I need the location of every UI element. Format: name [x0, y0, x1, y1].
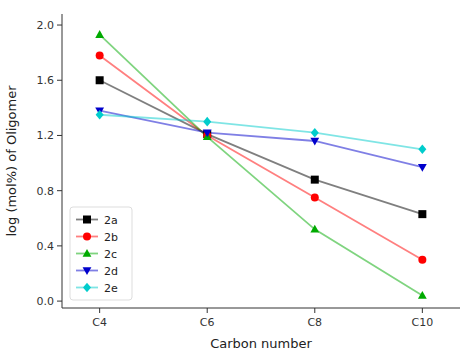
data-point: [203, 117, 211, 127]
data-point: [310, 138, 319, 146]
data-point: [203, 130, 212, 138]
series-line: [100, 35, 423, 296]
legend-label: 2e: [104, 282, 118, 295]
data-point: [311, 176, 319, 184]
x-axis: [62, 308, 460, 309]
y-axis-label: log (mol%) of Oligomer: [4, 85, 19, 237]
y-axis: [62, 14, 63, 308]
legend-label: 2d: [104, 265, 118, 278]
y-tick: [57, 245, 62, 246]
data-point: [96, 51, 104, 59]
data-point: [96, 76, 104, 84]
data-point: [311, 194, 319, 202]
y-tick: [57, 135, 62, 136]
data-point: [311, 128, 319, 138]
y-tick-label: 1.2: [37, 129, 55, 142]
series-line: [100, 111, 423, 168]
legend-label: 2b: [104, 231, 118, 244]
y-tick-label: 2.0: [37, 19, 55, 32]
series-line: [100, 80, 423, 214]
data-point: [310, 225, 319, 233]
y-tick-label: 0.8: [37, 185, 55, 198]
x-tick-label: C6: [200, 316, 215, 329]
data-point: [96, 110, 104, 120]
data-point: [418, 291, 427, 299]
plot-area: [95, 30, 427, 299]
series-line: [100, 55, 423, 259]
x-tick: [99, 308, 100, 313]
x-tick: [422, 308, 423, 313]
legend-marker: [83, 249, 92, 257]
data-point: [418, 144, 426, 154]
legend: 2a 2b 2c 2d 2e: [70, 207, 132, 300]
y-tick-label: 0.4: [37, 240, 55, 253]
y-tick: [57, 25, 62, 26]
x-axis-label: Carbon number: [210, 336, 312, 351]
y-tick-label: 1.6: [37, 74, 55, 87]
x-tick-label: C4: [92, 316, 107, 329]
legend-marker: [83, 283, 91, 293]
x-tick: [207, 308, 208, 313]
legend-marker: [83, 233, 91, 241]
y-tick: [57, 80, 62, 81]
data-point: [418, 164, 427, 172]
legend-label: 2a: [104, 214, 118, 227]
data-point: [418, 210, 426, 218]
x-tick-label: C10: [412, 316, 434, 329]
series-line: [100, 115, 423, 150]
legend-marker: [83, 267, 92, 275]
legend-marker: [83, 216, 91, 224]
chart: 0.0 0.4 0.8 1.2 1.6 2.0 C4 C6 C8 C10 Carbon number…: [0, 0, 474, 360]
data-point: [418, 256, 426, 264]
x-tick: [314, 308, 315, 313]
data-point: [95, 30, 104, 38]
y-tick-label: 0.0: [37, 295, 55, 308]
y-tick: [57, 190, 62, 191]
legend-label: 2c: [104, 248, 117, 261]
y-tick: [57, 301, 62, 302]
legend-box: [70, 207, 132, 300]
x-tick-label: C8: [307, 316, 322, 329]
